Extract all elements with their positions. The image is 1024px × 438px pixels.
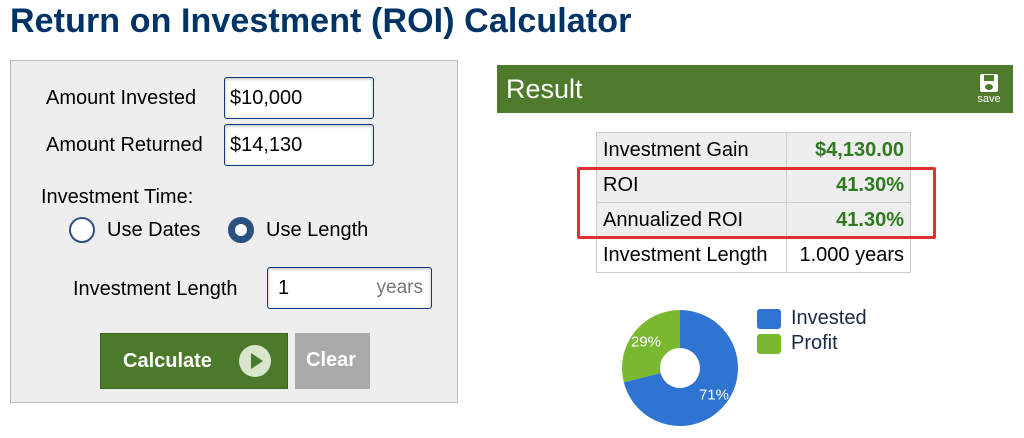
table-row: Investment Gain $4,130.00 — [596, 132, 911, 168]
calculate-button-label: Calculate — [123, 350, 212, 372]
result-title: Result — [506, 74, 583, 104]
amount-invested-field[interactable]: $10,000 — [224, 77, 374, 119]
slice-label-profit: 29% — [631, 334, 661, 351]
legend-swatch-invested — [757, 309, 781, 329]
row-label: Investment Gain — [596, 132, 787, 168]
use-length-label[interactable]: Use Length — [266, 219, 369, 241]
floppy-disk-icon — [980, 74, 998, 92]
legend-swatch-profit — [757, 334, 781, 354]
use-dates-radio[interactable] — [69, 217, 95, 243]
play-circle-icon — [239, 345, 271, 377]
investment-length-label: Investment Length — [73, 278, 238, 300]
legend-label-profit: Profit — [791, 332, 838, 354]
slice-label-invested: 71% — [699, 386, 729, 403]
table-row: Annualized ROI 41.30% — [596, 202, 911, 238]
page-title: Return on Investment (ROI) Calculator — [10, 2, 632, 40]
save-button[interactable]: save — [975, 74, 1003, 108]
use-dates-label[interactable]: Use Dates — [107, 219, 201, 241]
amount-returned-field[interactable]: $14,130 — [224, 124, 374, 166]
calculator-panel: Amount Invested $10,000 Amount Returned … — [10, 60, 458, 403]
slice-invested — [623, 310, 738, 426]
result-table: Investment Gain $4,130.00 ROI 41.30% Ann… — [596, 132, 911, 273]
investment-length-field[interactable]: 1 years — [267, 267, 432, 309]
slice-profit — [622, 310, 680, 383]
row-value: 1.000 years — [786, 237, 911, 273]
calculate-button[interactable]: Calculate — [100, 333, 288, 389]
highlight-box — [577, 167, 936, 239]
result-header: Result save — [497, 65, 1013, 113]
save-label: save — [977, 93, 1001, 105]
amount-returned-label: Amount Returned — [46, 134, 203, 156]
row-label: Annualized ROI — [596, 202, 787, 238]
amount-invested-label: Amount Invested — [46, 87, 197, 109]
row-label: Investment Length — [596, 237, 787, 273]
donut-chart: 71% 29% — [622, 310, 738, 426]
legend-label-invested: Invested — [791, 307, 867, 329]
table-row: Investment Length 1.000 years — [596, 237, 911, 273]
investment-length-unit: years — [376, 277, 423, 298]
investment-length-value: 1 — [278, 277, 290, 299]
row-value: $4,130.00 — [786, 132, 911, 168]
use-length-radio[interactable] — [228, 217, 254, 243]
clear-button[interactable]: Clear — [295, 333, 370, 389]
investment-time-label: Investment Time: — [41, 186, 194, 208]
row-value: 41.30% — [786, 202, 911, 238]
clear-button-label: Clear — [306, 349, 357, 371]
